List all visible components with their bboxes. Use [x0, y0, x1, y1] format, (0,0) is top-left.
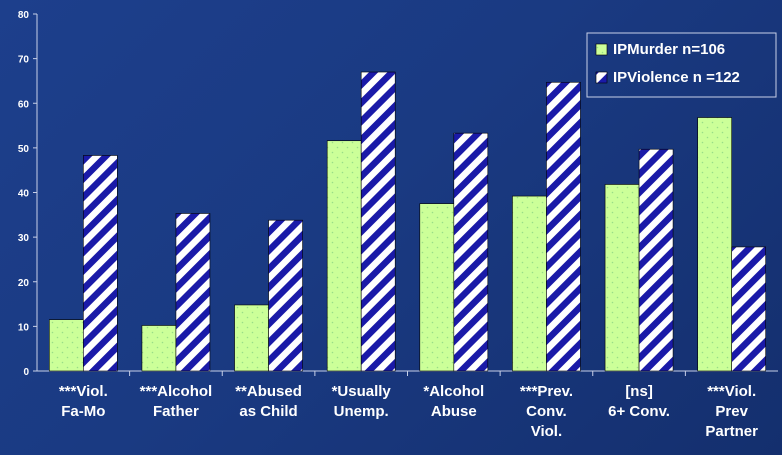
- x-tick-label: 6+ Conv.: [608, 403, 670, 420]
- x-tick-label: [ns]: [625, 383, 653, 400]
- y-tick-label: 80: [18, 10, 30, 21]
- bar-ipviolence: [453, 132, 489, 372]
- x-tick-label: Viol.: [531, 423, 562, 440]
- x-tick-label: Prev: [715, 403, 748, 420]
- x-axis-labels: ***Viol. Fa-Mo ***Alcohol Father **Abused as …: [59, 383, 758, 440]
- legend-swatch-ipviolence: [595, 71, 608, 84]
- legend: IPMurder n=106 IPViolence n =122: [586, 32, 777, 98]
- y-tick-label: 20: [18, 278, 30, 289]
- bar-ipmurder: [512, 195, 547, 372]
- x-tick-label: Fa-Mo: [61, 403, 105, 420]
- bar-ipviolence: [360, 71, 396, 372]
- y-tick-label: 30: [18, 233, 30, 244]
- x-tick-label: ***Viol.: [707, 383, 756, 400]
- legend-box: [586, 32, 777, 98]
- bar-ipmurder: [234, 304, 269, 372]
- x-tick-label: **Abused: [235, 383, 302, 400]
- x-tick-label: ***Viol.: [59, 383, 108, 400]
- x-tick-label: Father: [153, 403, 199, 420]
- bar-ipmurder: [697, 117, 732, 372]
- legend-swatch-ipmurder: [595, 43, 608, 56]
- bar-ipviolence: [175, 213, 211, 372]
- bar-ipviolence: [638, 148, 674, 372]
- x-tick-label: ***Prev.: [520, 383, 573, 400]
- bars: [49, 71, 766, 372]
- legend-label-ipviolence: IPViolence n =122: [613, 69, 740, 86]
- bar-ipviolence: [83, 155, 118, 372]
- y-tick-label: 70: [18, 55, 30, 66]
- y-tick-label: 40: [18, 189, 30, 200]
- x-tick-label: *Alcohol: [423, 383, 484, 400]
- bar-ipviolence: [731, 246, 766, 372]
- bar-ipmurder: [419, 203, 455, 372]
- x-tick-label: Conv.: [526, 403, 567, 420]
- y-tick-label: 60: [18, 99, 30, 110]
- bar-ipviolence: [546, 81, 581, 372]
- x-tick-label: ***Alcohol: [140, 383, 213, 400]
- x-tick-label: Abuse: [431, 403, 477, 420]
- x-tick-label: Unemp.: [334, 403, 389, 420]
- y-tick-label: 0: [23, 367, 29, 378]
- x-tick-label: *Usually: [332, 383, 392, 400]
- bar-ipmurder: [49, 319, 84, 372]
- x-tick-label: Partner: [705, 423, 758, 440]
- legend-label-ipmurder: IPMurder n=106: [613, 41, 725, 58]
- bar-ipmurder: [326, 140, 362, 372]
- bar-ipviolence: [268, 219, 303, 372]
- x-tick-label: as Child: [239, 403, 297, 420]
- bar-ipmurder: [604, 184, 640, 372]
- bar-ipmurder: [141, 325, 177, 372]
- y-tick-label: 10: [18, 322, 30, 333]
- y-tick-label: 50: [18, 144, 30, 155]
